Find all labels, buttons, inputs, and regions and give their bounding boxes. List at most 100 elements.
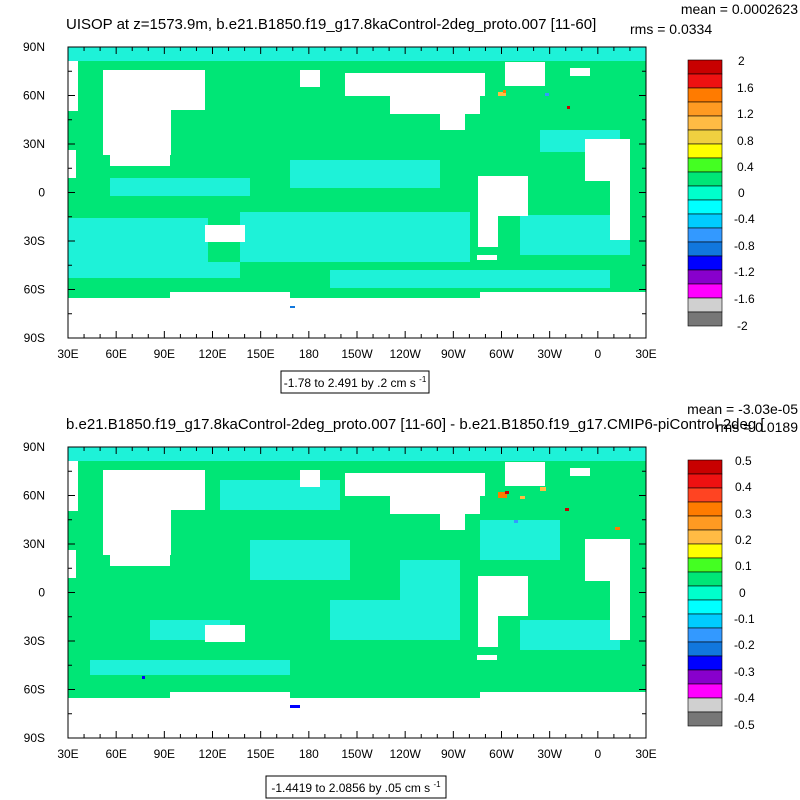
colorbar-label: 0.4	[735, 480, 752, 494]
colorbar-label: -0.5	[734, 718, 755, 732]
x-tick-label: 30W	[537, 347, 562, 361]
colorbar-label: -0.2	[734, 638, 755, 652]
x-tick-label: 60W	[489, 347, 514, 361]
colorbar-label: 0.4	[737, 160, 754, 174]
colorbar-box	[687, 711, 723, 727]
colorbar-box	[687, 501, 723, 517]
colorbar-box	[687, 473, 723, 489]
colorbar-box	[687, 543, 723, 559]
colorbar-box	[687, 515, 723, 531]
y-tick-label: 0	[38, 586, 45, 600]
colorbar-box	[687, 101, 723, 117]
colorbar-label: -0.8	[734, 239, 755, 253]
colorbar-box	[687, 199, 723, 215]
anomaly-spots	[142, 487, 620, 708]
colorbar-box	[687, 683, 723, 699]
y-tick-label: 90N	[23, 40, 45, 54]
colorbar-box	[687, 669, 723, 685]
colorbar-box	[687, 529, 723, 545]
colorbar-box	[687, 571, 723, 587]
panel-1-colorbar-boxes	[687, 59, 723, 327]
range-units-exponent: -1	[419, 375, 427, 384]
x-tick-label: 150W	[341, 347, 373, 361]
colorbar-box	[687, 87, 723, 103]
range-units: cm s	[405, 781, 430, 795]
svg-text:-1.78 to 2.491 by .2: -1.78 to 2.491 by .2 cm s -1	[284, 375, 427, 390]
panel-2-colorbar: 0.5 0.4 0.3 0.2 0.1 0 -0.1 -0.2 -0.3 -0.…	[687, 454, 755, 732]
x-tick-label: 30E	[57, 347, 78, 361]
colorbar-box	[687, 73, 723, 89]
x-tick-label: 30E	[57, 747, 78, 761]
colorbar-box	[687, 143, 723, 159]
x-tick-label: 120E	[198, 747, 226, 761]
colorbar-box	[687, 641, 723, 657]
panel-2-axes: 30E 60E 90E 120E 150E 180 150W 120W 90W 60W 30W 0 30…	[23, 440, 657, 761]
colorbar-box	[687, 613, 723, 629]
colorbar-box	[687, 59, 723, 75]
x-tick-label: 150E	[247, 747, 275, 761]
anomaly-spots	[290, 90, 570, 308]
panel-1-colorbar: 2 1.6 1.2 0.8 0.4 0 -0.4 -0.8 -1.2 -1.6 …	[687, 54, 755, 333]
colorbar-label: -2	[737, 319, 748, 333]
x-tick-label: 150E	[247, 347, 275, 361]
panel-1-map	[68, 47, 646, 338]
colorbar-box	[687, 213, 723, 229]
x-tick-label: 90W	[441, 747, 466, 761]
colorbar-box	[687, 115, 723, 131]
colorbar-label: -0.3	[734, 665, 755, 679]
colorbar-label: 0.2	[735, 533, 752, 547]
colorbar-box	[687, 227, 723, 243]
colorbar-label: 2	[738, 54, 745, 68]
x-tick-label: 60E	[105, 747, 126, 761]
colorbar-box	[687, 185, 723, 201]
colorbar-label: 0	[738, 186, 745, 200]
panel-1-mean: mean = 0.0002623	[681, 1, 798, 17]
colorbar-box	[687, 297, 723, 313]
panel-1-title: UISOP at z=1573.9m, b.e21.B1850.f19_g17.…	[66, 16, 596, 33]
panel-2-range-box: -1.4419 to 2.0856 by .05 cm s -1	[265, 775, 447, 799]
colorbar-label: 1.6	[737, 81, 754, 95]
x-tick-label: 150W	[341, 747, 373, 761]
y-tick-label: 60S	[24, 683, 45, 697]
colorbar-label: 0	[739, 586, 746, 600]
panel-2-map	[68, 447, 646, 738]
colorbar-box	[687, 269, 723, 285]
negative-regions	[68, 47, 646, 288]
y-tick-label: 60N	[23, 489, 45, 503]
x-tick-label: 60W	[489, 747, 514, 761]
colorbar-label: -1.2	[734, 265, 755, 279]
colorbar-box	[687, 171, 723, 187]
range-units: cm s	[390, 376, 415, 390]
range-label: -1.4419 to 2.0856 by .05	[271, 781, 401, 795]
panel-1: UISOP at z=1573.9m, b.e21.B1850.f19_g17.…	[23, 1, 798, 394]
colorbar-box	[687, 255, 723, 271]
colorbar-label: -0.4	[734, 691, 755, 705]
colorbar-label: -0.1	[734, 612, 755, 626]
y-tick-label: 60S	[24, 283, 45, 297]
x-tick-label: 180	[299, 347, 319, 361]
x-tick-label: 90E	[154, 347, 175, 361]
x-tick-label: 30E	[635, 747, 656, 761]
colorbar-label: 0.5	[735, 454, 752, 468]
x-tick-label: 120W	[389, 747, 421, 761]
colorbar-label: 0.8	[737, 134, 754, 148]
colorbar-label: -1.6	[734, 292, 755, 306]
colorbar-box	[687, 487, 723, 503]
x-tick-label: 0	[594, 347, 601, 361]
panel-2-rms: rms = 0.0189	[716, 419, 798, 435]
x-tick-label: 120E	[198, 347, 226, 361]
range-units-exponent: -1	[434, 780, 442, 789]
colorbar-box	[687, 157, 723, 173]
y-tick-label: 90N	[23, 440, 45, 454]
y-tick-label: 90S	[24, 331, 45, 345]
colorbar-box	[687, 459, 723, 475]
x-tick-label: 30W	[537, 747, 562, 761]
x-tick-label: 120W	[389, 347, 421, 361]
range-label: -1.78 to 2.491 by .2	[284, 376, 388, 390]
x-tick-label: 60E	[105, 347, 126, 361]
panel-2-title: b.e21.B1850.f19_g17.8kaControl-2deg_prot…	[66, 416, 765, 433]
panel-1-range-box: -1.78 to 2.491 by .2 cm s -1	[280, 370, 430, 394]
y-tick-label: 30N	[23, 137, 45, 151]
svg-text:-1.4419 to 2.0856 by .05: -1.4419 to 2.0856 by .05 cm s -1	[271, 780, 441, 795]
